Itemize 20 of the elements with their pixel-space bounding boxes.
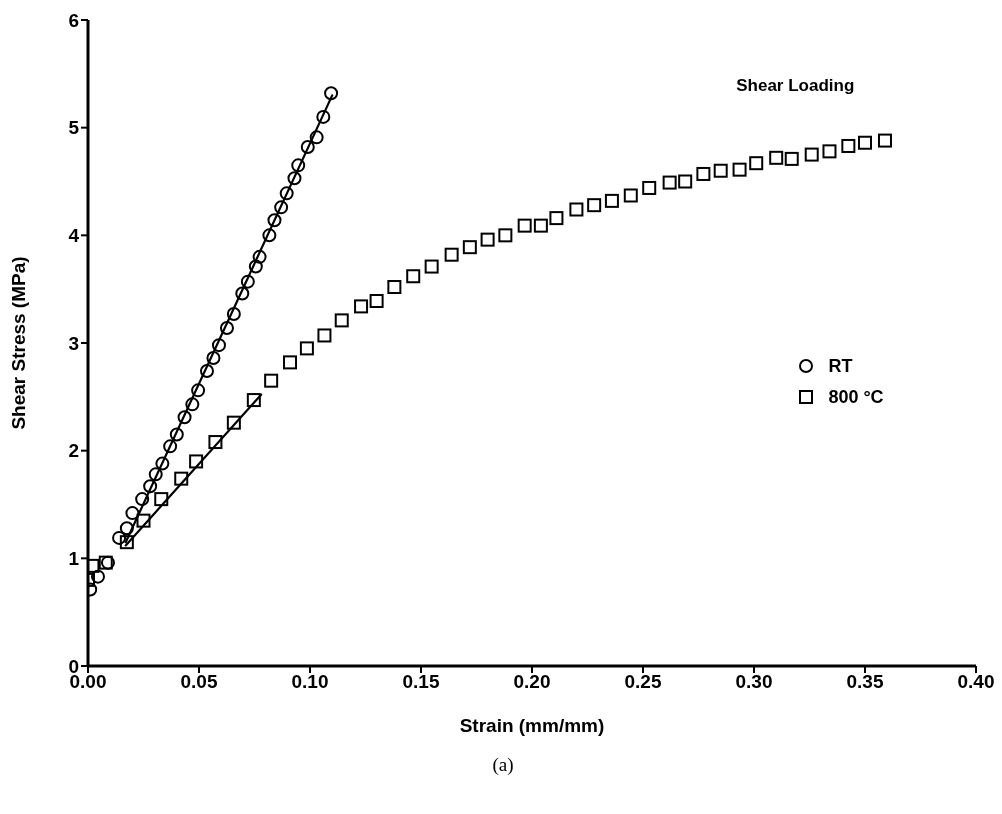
x-tick-label: 0.35 — [846, 671, 884, 693]
x-tick-label: 0.30 — [735, 671, 773, 693]
x-tick-label: 0.40 — [957, 671, 995, 693]
y-tick-label: 5 — [68, 117, 80, 139]
y-tick-label: 2 — [68, 440, 79, 462]
x-tick-label: 0.20 — [513, 671, 551, 693]
y-tick-label: 1 — [68, 548, 80, 570]
x-tick-label: 0.25 — [624, 671, 662, 693]
y-tick-label: 6 — [68, 9, 79, 31]
annotation: Shear Loading — [736, 76, 855, 96]
x-tick-label: 0.15 — [402, 671, 440, 693]
legend-label: RT — [828, 355, 853, 377]
y-tick-label: 4 — [68, 225, 80, 247]
y-axis-title: Shear Stress (MPa) — [7, 256, 29, 430]
x-axis-title: Strain (mm/mm) — [459, 715, 605, 736]
legend-label: 800 °C — [828, 386, 884, 408]
text: (a) — [491, 754, 515, 776]
x-tick-label: 0.10 — [291, 671, 329, 693]
y-tick-label: 3 — [68, 332, 79, 354]
x-tick-label: 0.05 — [180, 671, 218, 693]
